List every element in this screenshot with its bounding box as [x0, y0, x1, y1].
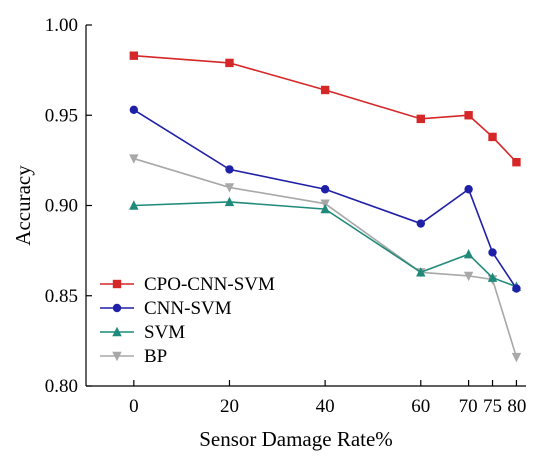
legend-item: CPO-CNN-SVM [100, 274, 275, 295]
x-tick-label: 75 [483, 396, 502, 417]
x-tick-label: 20 [220, 396, 239, 417]
legend-marker [112, 303, 122, 313]
data-point [463, 249, 474, 259]
data-point [320, 185, 330, 194]
data-point [224, 183, 235, 193]
legend-item: BP [100, 346, 167, 367]
x-tick-label: 70 [459, 396, 478, 417]
data-point [129, 105, 139, 115]
data-point [512, 157, 521, 167]
y-axis-title: Accuracy [11, 165, 35, 246]
x-tick-label: 80 [507, 396, 526, 417]
legend-marker [112, 351, 122, 362]
legend: CPO-CNN-SVM CNN-SVM SVM BP [100, 274, 275, 367]
y-tick-label: 1.00 [45, 15, 78, 36]
y-tick-label: 0.85 [45, 286, 78, 307]
legend-item: CNN-SVM [100, 298, 232, 319]
x-tick-label: 0 [129, 396, 139, 417]
data-point [320, 85, 330, 95]
legend-label: CNN-SVM [144, 298, 232, 319]
x-axis-title: Sensor Damage Rate% [199, 427, 393, 451]
data-point [416, 114, 425, 124]
data-point [511, 352, 522, 363]
data-point [129, 51, 139, 60]
legend-item: SVM [100, 322, 185, 343]
legend-label: BP [144, 346, 167, 367]
data-point [416, 219, 425, 228]
series-layer [129, 51, 522, 363]
data-point [225, 58, 234, 68]
data-point [129, 200, 139, 210]
data-point [464, 111, 473, 120]
legend-marker [112, 326, 122, 337]
x-tick-label: 60 [411, 396, 430, 417]
x-tick-label: 40 [316, 396, 335, 417]
series-cnn-svm [129, 105, 521, 293]
data-point [416, 267, 426, 277]
series-line [133, 109, 518, 289]
legend-label: CPO-CNN-SVM [144, 274, 275, 295]
y-tick-label: 0.95 [45, 105, 78, 126]
data-point [464, 185, 473, 194]
data-point [463, 271, 474, 282]
series-svm [129, 196, 522, 291]
axes: 0.80 0.85 0.90 0.95 1.00 0 20 40 60 70 75 80 [45, 15, 527, 417]
data-point [320, 203, 330, 214]
data-point [487, 272, 498, 282]
data-point [488, 132, 497, 142]
y-tick-label: 0.90 [45, 196, 78, 217]
y-tick-label: 0.80 [45, 376, 78, 397]
legend-marker [112, 279, 122, 289]
data-point [224, 196, 235, 207]
legend-label: SVM [144, 322, 185, 343]
series-cpo-cnn-svm [129, 51, 521, 167]
data-point [512, 284, 521, 293]
data-point [225, 165, 234, 174]
data-point [488, 248, 497, 257]
data-point [129, 154, 139, 164]
